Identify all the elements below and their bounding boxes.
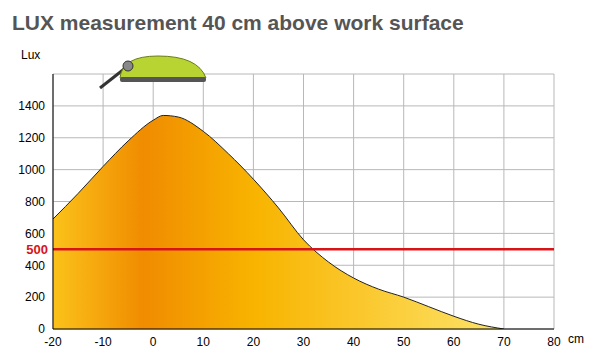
svg-text:50: 50 [397, 335, 411, 349]
svg-text:400: 400 [25, 259, 45, 273]
svg-text:200: 200 [25, 290, 45, 304]
svg-text:800: 800 [25, 195, 45, 209]
svg-text:0: 0 [38, 322, 45, 336]
svg-text:20: 20 [247, 335, 261, 349]
svg-text:40: 40 [347, 335, 361, 349]
svg-text:1200: 1200 [18, 131, 45, 145]
svg-text:0: 0 [150, 335, 157, 349]
svg-text:1400: 1400 [18, 99, 45, 113]
html-text:cm: cm [568, 332, 584, 346]
svg-text:30: 30 [297, 335, 311, 349]
svg-text:70: 70 [497, 335, 511, 349]
svg-text:80: 80 [547, 335, 561, 349]
svg-text:-20: -20 [44, 335, 62, 349]
svg-text:500: 500 [26, 242, 48, 257]
svg-text:600: 600 [25, 227, 45, 241]
svg-text:-10: -10 [94, 335, 112, 349]
svg-text:1000: 1000 [18, 163, 45, 177]
html-text:Lux: Lux [21, 48, 41, 62]
svg-text:60: 60 [447, 335, 461, 349]
html-text:LUX measurement 40 cm above wo: LUX measurement 40 cm above work surface [12, 11, 464, 34]
svg-text:10: 10 [197, 335, 211, 349]
